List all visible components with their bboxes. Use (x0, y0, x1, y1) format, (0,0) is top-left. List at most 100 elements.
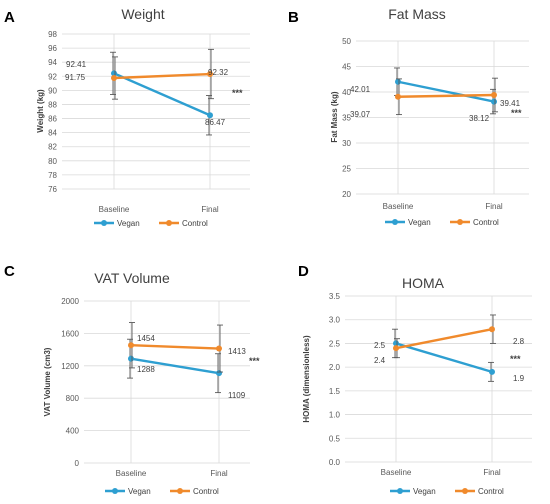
panel-a: A Weight 76 78 80 82 84 86 88 90 92 94 96 98 Weight (k… (4, 6, 250, 228)
data-label: 1454 (137, 334, 155, 343)
data-label: 38.12 (469, 114, 490, 123)
x-tick-label: Final (210, 469, 228, 478)
panel-b: B Fat Mass 20 25 30 35 40 45 50 Fat Mass (kg) Base… (288, 6, 529, 227)
legend: Vegan Control (390, 487, 504, 496)
panel-letter: C (4, 263, 15, 280)
legend-marker (177, 488, 183, 494)
y-tick-label: 76 (48, 185, 57, 194)
significance-marker: *** (232, 88, 243, 98)
y-tick-label: 88 (48, 100, 57, 109)
series-control: 2.4 2.8 (374, 314, 525, 365)
legend-label: Vegan (408, 218, 431, 227)
y-tick-label: 800 (66, 394, 80, 403)
significance-marker: *** (511, 108, 522, 118)
panel-letter: B (288, 9, 299, 26)
y-tick-label: 20 (342, 190, 351, 199)
significance-marker: *** (249, 356, 260, 366)
chart-title: Weight (121, 6, 164, 22)
y-tick-label: 90 (48, 86, 57, 95)
y-tick-label: 78 (48, 171, 57, 180)
series-control: 91.75 92.32 (65, 48, 229, 100)
legend-item-control: Control (170, 487, 219, 496)
panel-letter: D (298, 263, 309, 280)
x-tick-label: Final (485, 202, 503, 211)
panel-letter: A (4, 9, 15, 26)
y-tick-label: 2.5 (329, 339, 341, 348)
series-control: 1454 1413 (128, 322, 246, 373)
data-point (128, 355, 134, 362)
y-tick-label: 1200 (61, 362, 79, 371)
data-label: 1413 (228, 347, 246, 356)
series-line (129, 357, 221, 375)
data-label: 2.8 (513, 337, 525, 346)
significance-marker: *** (510, 354, 521, 364)
data-point (393, 345, 399, 352)
data-point (207, 71, 213, 78)
legend: Vegan Control (94, 219, 208, 228)
series-line (129, 344, 221, 350)
series-line (112, 72, 212, 80)
y-axis-label: Fat Mass (kg) (330, 91, 339, 142)
series-vegan: 1288 1109 (127, 338, 246, 400)
legend-item-vegan: Vegan (385, 218, 431, 227)
y-tick-label: 84 (48, 129, 57, 138)
legend-marker (166, 220, 172, 226)
data-label: 92.41 (66, 60, 87, 69)
series-control: 39.07 39.41 (350, 77, 521, 119)
legend-item-vegan: Vegan (94, 219, 140, 228)
data-label: 1288 (137, 365, 155, 374)
y-tick-label: 2.0 (329, 363, 341, 372)
gridlines (62, 33, 250, 190)
legend-marker (457, 219, 463, 225)
y-axis-label: HOMA (dimensionless) (302, 335, 311, 423)
y-tick-label: 45 (342, 63, 351, 72)
y-tick-label: 40 (342, 88, 351, 97)
data-label: 1.9 (513, 374, 525, 383)
y-tick-label: 400 (66, 427, 80, 436)
gridlines (356, 40, 529, 195)
data-label: 39.41 (500, 99, 521, 108)
gridlines (84, 300, 250, 464)
y-tick-label: 50 (342, 37, 351, 46)
y-tick-label: 2000 (61, 297, 79, 306)
legend-label: Control (473, 218, 499, 227)
legend-item-control: Control (455, 487, 504, 496)
data-point (395, 93, 401, 100)
y-tick-label: 0.5 (329, 434, 341, 443)
data-label: 2.5 (374, 341, 386, 350)
chart-title: VAT Volume (94, 270, 170, 286)
series-line (394, 328, 494, 350)
legend-label: Control (182, 219, 208, 228)
data-point (489, 368, 495, 375)
legend-marker (101, 220, 107, 226)
series-line (394, 342, 494, 374)
legend-marker (112, 488, 118, 494)
y-tick-label: 35 (342, 114, 351, 123)
y-tick-label: 30 (342, 139, 351, 148)
y-tick-label: 96 (48, 44, 57, 53)
y-tick-label: 92 (48, 72, 57, 81)
data-label: 91.75 (65, 73, 86, 82)
legend-label: Vegan (413, 487, 436, 496)
legend-label: Vegan (128, 487, 151, 496)
series-line (396, 93, 496, 98)
y-tick-label: 80 (48, 157, 57, 166)
legend-item-control: Control (159, 219, 208, 228)
data-label: 2.4 (374, 356, 386, 365)
legend-label: Control (193, 487, 219, 496)
y-tick-label: 1600 (61, 329, 79, 338)
x-tick-label: Baseline (383, 202, 414, 211)
x-tick-label: Final (483, 468, 501, 477)
data-label: 1109 (228, 391, 246, 400)
data-point (216, 345, 222, 352)
y-axis-label: VAT Volume (cm3) (43, 347, 52, 416)
legend-item-vegan: Vegan (390, 487, 436, 496)
chart-title: HOMA (402, 275, 445, 291)
y-tick-label: 98 (48, 30, 57, 39)
legend: Vegan Control (385, 218, 499, 227)
data-point (111, 70, 117, 77)
panel-c: C VAT Volume 0 400 800 1200 1600 2000 VAT Volume… (4, 263, 260, 496)
panel-d: D HOMA 0.0 0.5 1.0 1.5 2.0 2.5 3.0 3.5 HOMA (dimen… (298, 263, 532, 496)
legend-marker (462, 488, 468, 494)
